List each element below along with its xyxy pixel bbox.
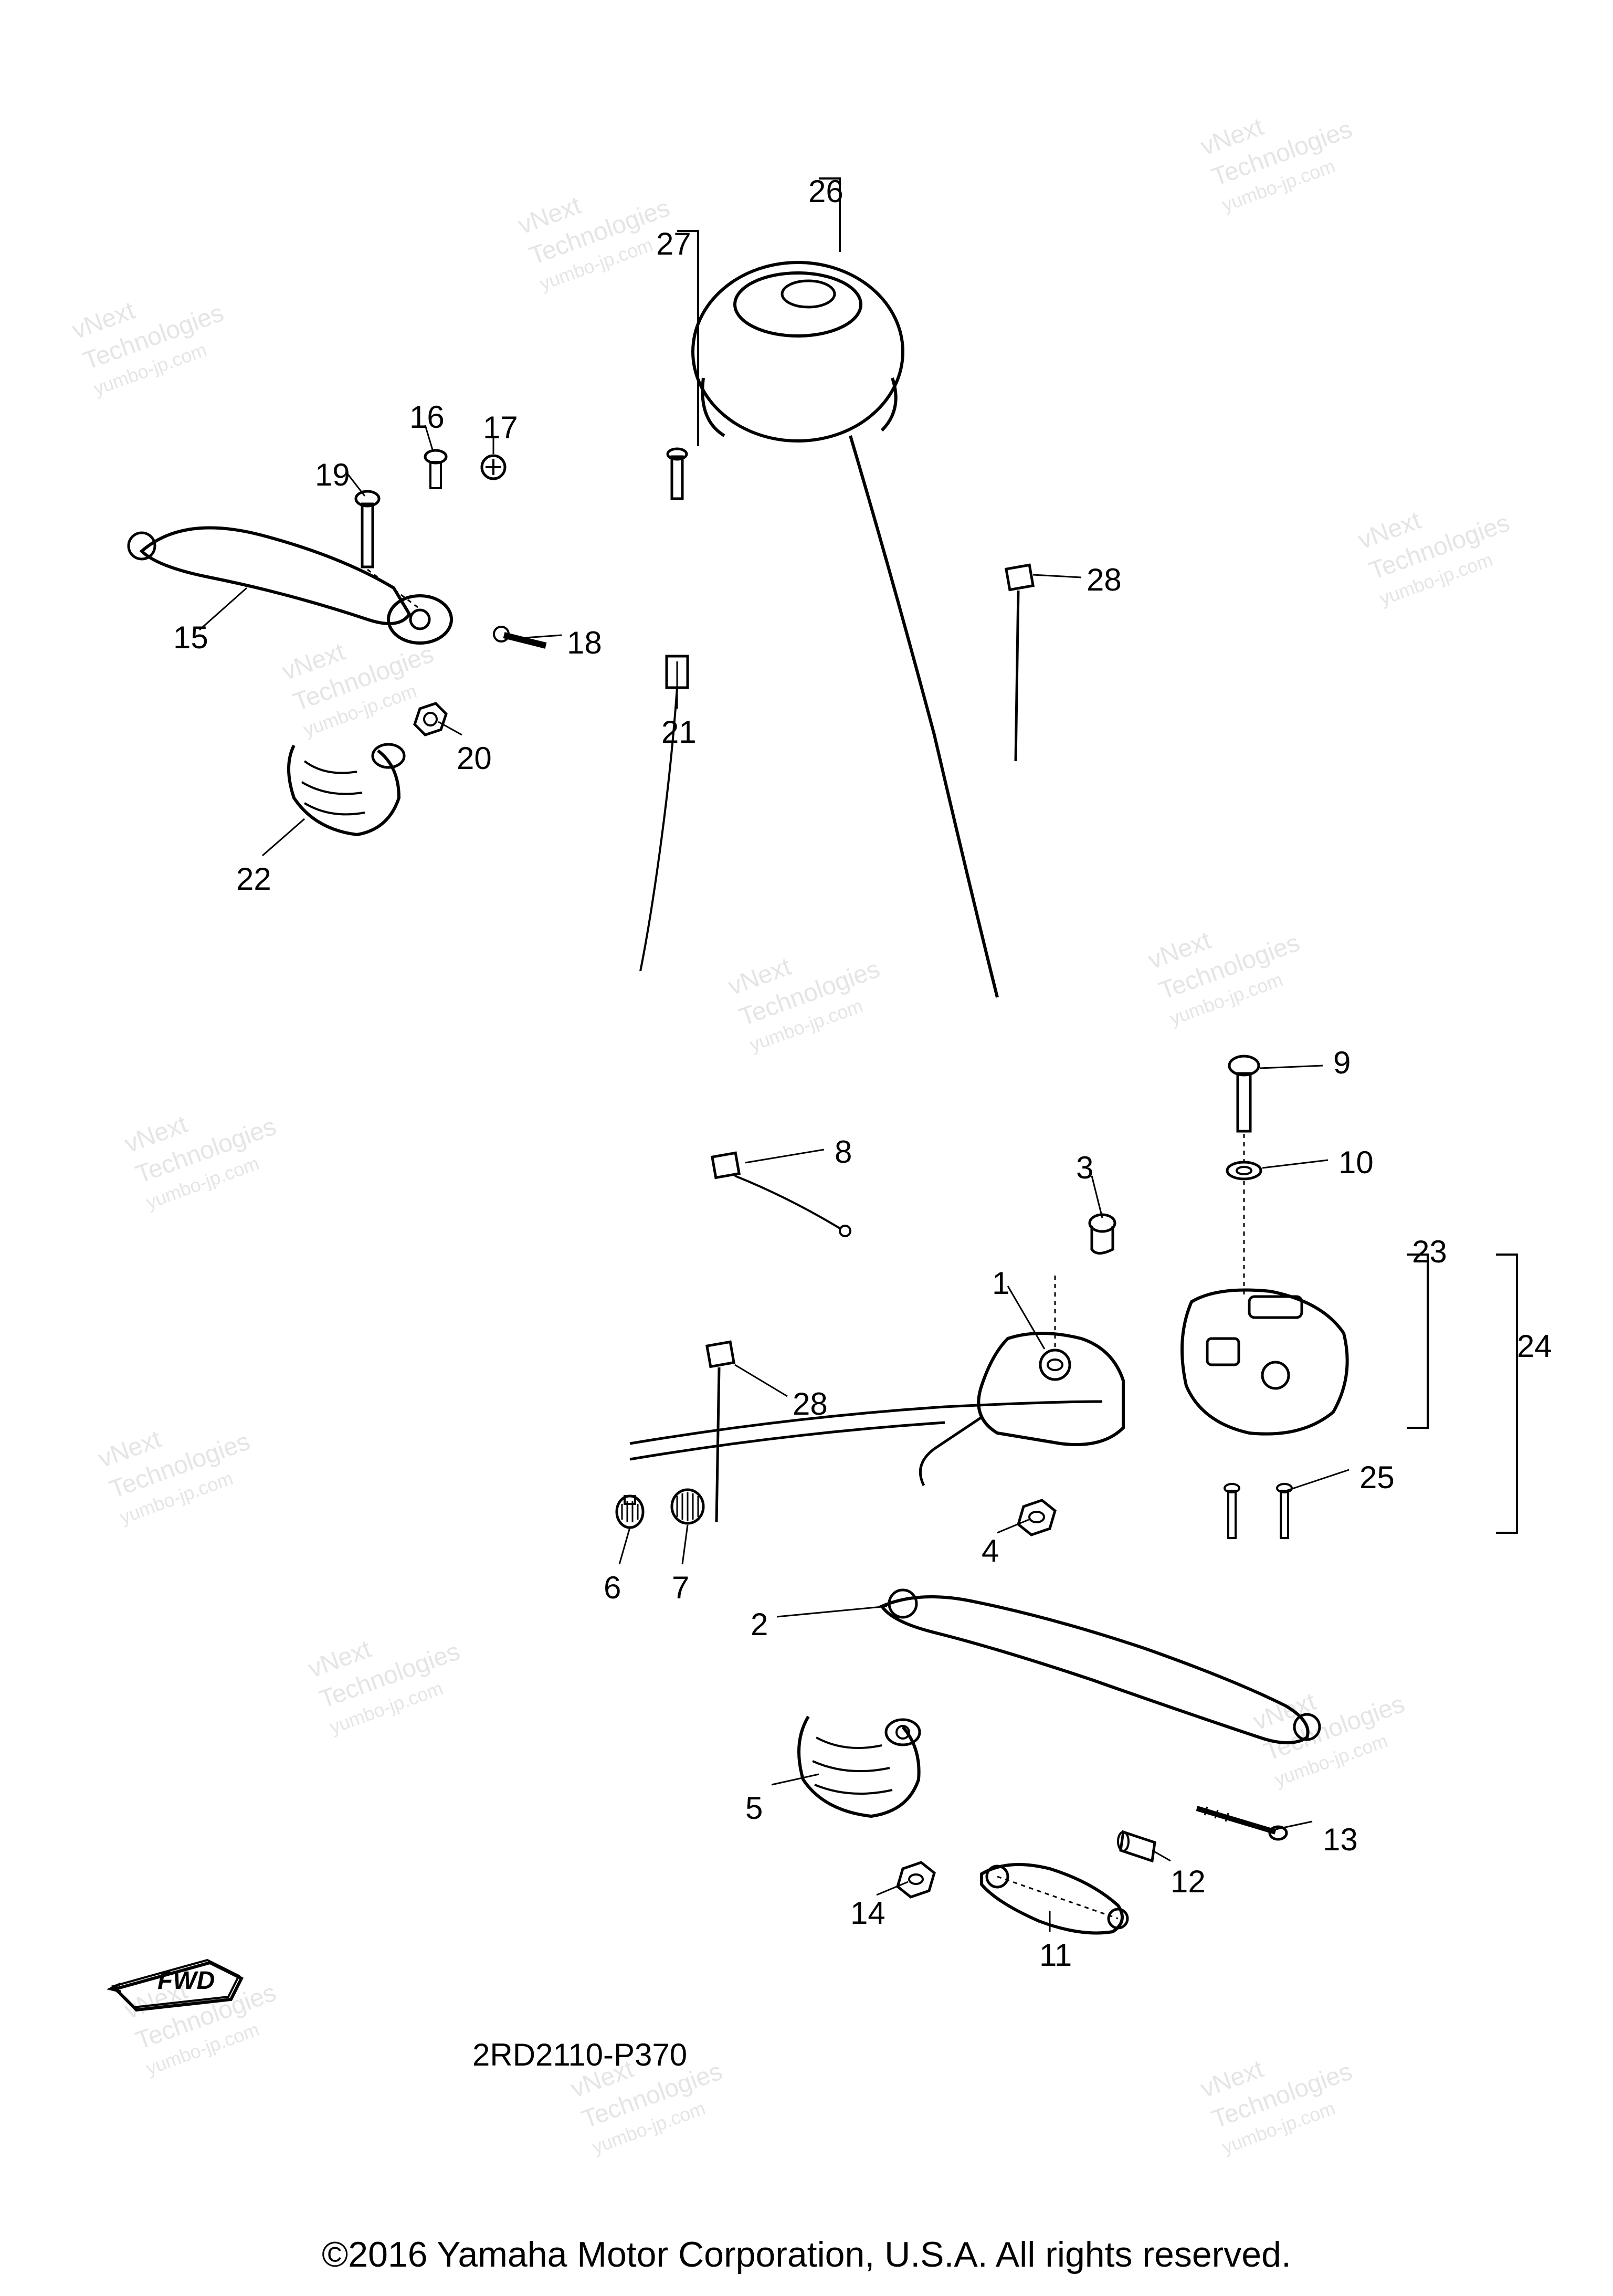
callout-9: 9: [1333, 1045, 1351, 1081]
callout-28b: 28: [793, 1386, 828, 1422]
part-washer-10: [1227, 1162, 1261, 1179]
part-screw-17: [482, 456, 505, 479]
callout-6: 6: [604, 1570, 621, 1606]
callout-14: 14: [850, 1895, 885, 1931]
callout-7: 7: [672, 1570, 689, 1606]
part-screw-13: [1197, 1807, 1287, 1839]
callout-2: 2: [751, 1606, 768, 1642]
callout-20: 20: [457, 740, 492, 776]
part-screw-16: [425, 450, 446, 488]
part-nut-20: [415, 703, 446, 735]
callout-24: 24: [1517, 1328, 1552, 1364]
part-clip-28a: [1006, 565, 1033, 761]
callout-12: 12: [1171, 1863, 1206, 1900]
callout-26: 26: [808, 173, 844, 209]
callout-17: 17: [483, 409, 518, 446]
part-nut-4: [1018, 1500, 1055, 1535]
callout-16: 16: [409, 399, 445, 435]
callout-15: 15: [173, 619, 208, 656]
copyright-footer: ©2016 Yamaha Motor Corporation, U.S.A. A…: [0, 2234, 1613, 2275]
callout-4: 4: [982, 1533, 999, 1569]
part-switch-8: [712, 1153, 850, 1236]
part-spacer-12: [1118, 1832, 1155, 1861]
part-bolt-9: [1229, 1056, 1259, 1131]
part-bolt-19: [356, 491, 379, 567]
part-boot-22: [289, 744, 404, 835]
part-throttle-housing: [668, 262, 997, 997]
parts-svg: [0, 0, 1613, 2205]
diagram-code: 2RD2110-P370: [472, 2037, 687, 2073]
callout-28a: 28: [1087, 562, 1122, 598]
part-boot-5: [799, 1716, 920, 1816]
part-switch-housing: [1182, 1290, 1347, 1434]
part-cap-3: [1090, 1215, 1115, 1254]
callout-3: 3: [1076, 1150, 1093, 1186]
fwd-label: FWD: [157, 1967, 215, 1995]
callout-19: 19: [315, 457, 350, 493]
callout-23: 23: [1412, 1234, 1447, 1270]
callout-1: 1: [992, 1265, 1009, 1301]
part-screws-25: [1225, 1484, 1292, 1538]
fwd-badge: FWD: [105, 1942, 262, 2023]
callout-13: 13: [1323, 1821, 1358, 1858]
callout-25: 25: [1359, 1459, 1395, 1495]
callout-10: 10: [1338, 1144, 1374, 1181]
part-bracket-1: [920, 1333, 1123, 1486]
part-brake-lever: [882, 1590, 1320, 1743]
parts-diagram: vNext Technologies yumbo-jp.com vNext Te…: [0, 0, 1613, 2233]
callout-8: 8: [835, 1134, 852, 1170]
part-switch-21: [640, 656, 688, 971]
callout-27: 27: [656, 226, 691, 262]
part-nut-14: [898, 1862, 934, 1897]
callout-18: 18: [567, 625, 602, 661]
callout-11: 11: [1039, 1937, 1072, 1973]
part-lever-11: [982, 1865, 1127, 1933]
part-adjuster-6: [617, 1496, 643, 1528]
callout-22: 22: [236, 861, 271, 897]
callout-21: 21: [661, 714, 697, 750]
part-adjuster-7: [672, 1490, 703, 1523]
callout-5: 5: [745, 1790, 763, 1826]
